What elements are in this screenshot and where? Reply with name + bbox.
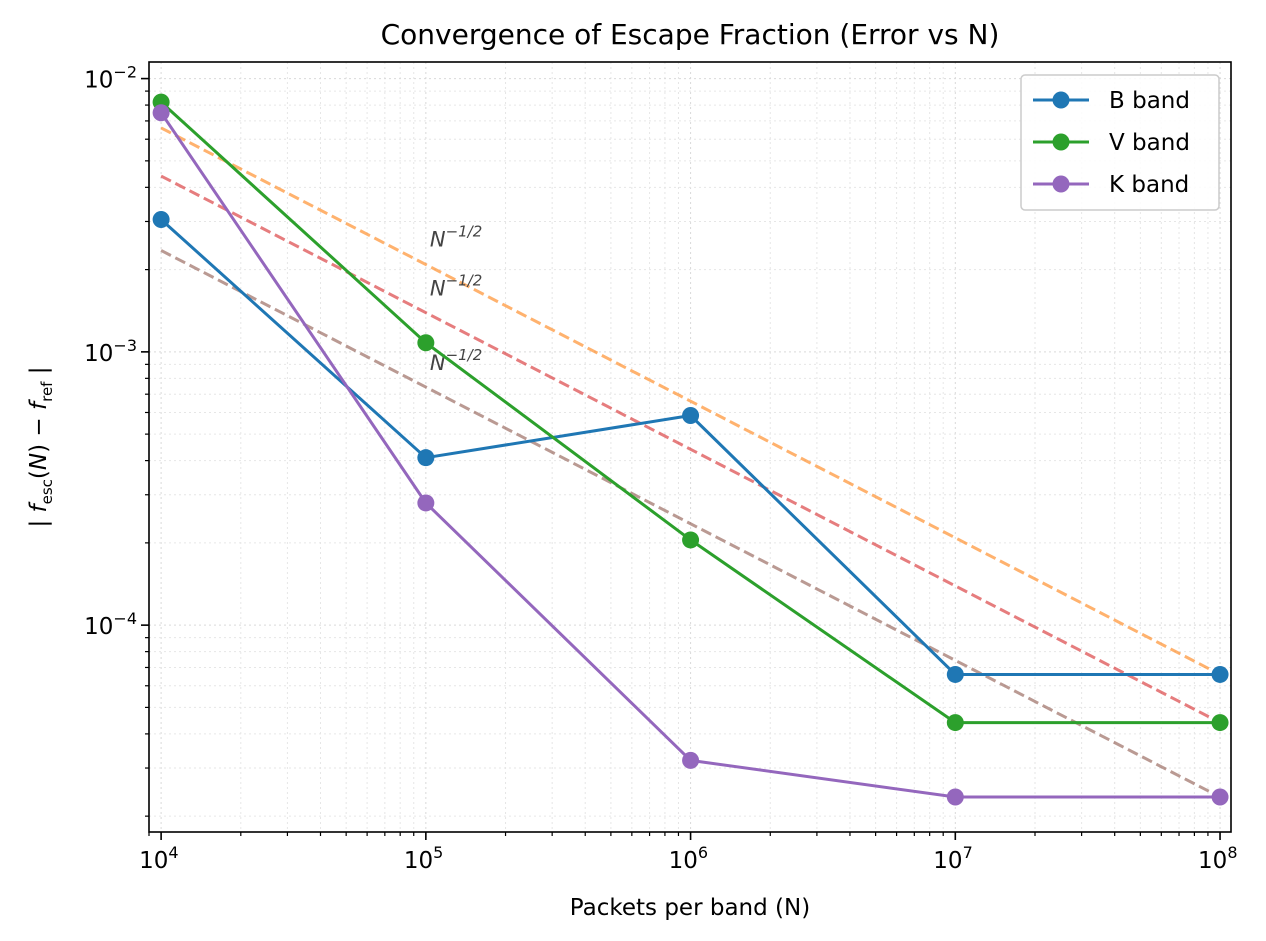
data-point: [152, 211, 170, 229]
x-tick-label-exponent: 8: [1227, 843, 1237, 862]
data-point: [1211, 665, 1229, 683]
data-point: [152, 104, 170, 122]
y-label-part: f: [26, 399, 52, 410]
data-point: [417, 494, 435, 512]
data-point: [1211, 714, 1229, 732]
legend-label: B band: [1109, 88, 1190, 114]
y-tick-label: 10−2: [84, 63, 137, 94]
x-tick-label: 105: [404, 843, 443, 874]
legend-marker: [1052, 175, 1070, 193]
data-point: [946, 665, 964, 683]
y-tick-label-base: 10: [84, 68, 113, 94]
y-label-part: ref: [38, 381, 56, 402]
data-point: [1211, 788, 1229, 806]
y-axis-label: | fesc(N) − fref |: [26, 366, 56, 527]
x-tick-label-base: 10: [933, 848, 962, 874]
data-point: [946, 788, 964, 806]
x-tick-label-exponent: 7: [963, 843, 973, 862]
y-label-part: |: [26, 512, 52, 527]
x-tick-label-base: 10: [1198, 848, 1227, 874]
y-axis-label-text: | fesc(N) − fref |: [26, 366, 56, 527]
reference-label-exponent: −1/2: [446, 222, 483, 240]
chart-title: Convergence of Escape Fraction (Error vs…: [381, 18, 1000, 51]
data-point: [682, 751, 700, 769]
data-point: [946, 714, 964, 732]
data-point: [417, 334, 435, 352]
x-tick-label-exponent: 5: [433, 843, 443, 862]
x-tick-label: 106: [669, 843, 708, 874]
y-tick-label-exponent: −3: [113, 336, 137, 355]
reference-line-label: N−1/2: [430, 271, 482, 300]
y-tick-label-exponent: −2: [113, 63, 137, 82]
x-axis-label: Packets per band (N): [570, 895, 810, 921]
y-tick-label: 10−3: [84, 336, 137, 367]
x-tick-label-base: 10: [139, 848, 168, 874]
x-tick-label-exponent: 6: [698, 843, 708, 862]
y-axis: 10−410−310−2: [84, 63, 149, 817]
y-tick-label-base: 10: [84, 614, 113, 640]
reference-labels: N−1/2N−1/2N−1/2: [430, 222, 482, 374]
x-tick-label-base: 10: [669, 848, 698, 874]
data-series: [152, 93, 1229, 806]
reference-line: [160, 174, 1221, 724]
legend-marker: [1052, 133, 1070, 151]
y-label-part: |: [26, 366, 52, 381]
data-point: [417, 449, 435, 467]
reference-lines: [160, 126, 1221, 799]
legend-label: V band: [1109, 130, 1190, 156]
reference-line: [160, 126, 1221, 676]
legend-label: K band: [1109, 172, 1189, 198]
reference-line: [160, 249, 1221, 799]
y-tick-label: 10−4: [84, 609, 137, 640]
reference-label-base: N: [430, 227, 446, 251]
y-label-part: esc: [38, 479, 56, 504]
x-tick-label: 107: [933, 843, 972, 874]
x-tick-label-exponent: 4: [168, 843, 178, 862]
reference-label-exponent: −1/2: [446, 346, 483, 364]
legend-marker: [1052, 91, 1070, 109]
y-tick-label-exponent: −4: [113, 609, 137, 628]
y-label-part: ) −: [26, 410, 52, 453]
x-tick-label-base: 10: [404, 848, 433, 874]
y-label-part: (: [26, 470, 52, 479]
data-point: [682, 531, 700, 549]
y-label-part: f: [26, 501, 52, 512]
data-point: [682, 406, 700, 424]
x-tick-label: 104: [139, 843, 178, 874]
reference-label-base: N: [430, 276, 446, 300]
reference-line-label: N−1/2: [430, 346, 482, 375]
legend: B band V band K band: [1020, 74, 1220, 211]
reference-label-base: N: [430, 351, 446, 375]
x-tick-label: 108: [1198, 843, 1237, 874]
y-tick-label-base: 10: [84, 341, 113, 367]
reference-label-exponent: −1/2: [446, 271, 483, 289]
reference-line-label: N−1/2: [430, 222, 482, 251]
legend-box: [1020, 74, 1220, 211]
y-label-part: N: [26, 453, 52, 470]
x-axis: 104 105 106 107 108: [139, 832, 1238, 874]
